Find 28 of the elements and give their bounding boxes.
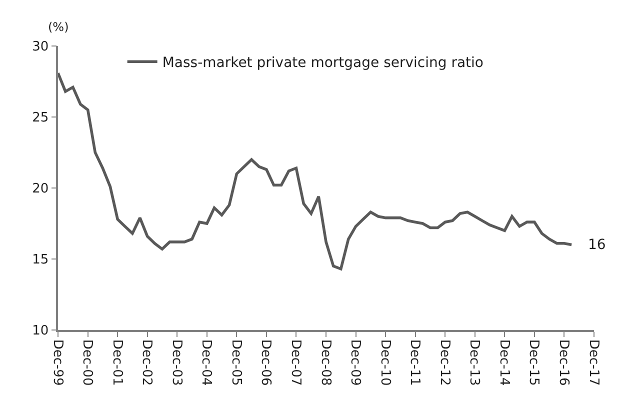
y-axis-title: (%) bbox=[48, 20, 69, 34]
x-tick-label: Dec-10 bbox=[377, 339, 392, 386]
x-tick-label: Dec-17 bbox=[586, 339, 601, 386]
x-tick-label: Dec-16 bbox=[556, 339, 572, 386]
x-tick-label: Dec-07 bbox=[288, 339, 303, 386]
x-tick-label: Dec-01 bbox=[109, 339, 124, 386]
y-tick-label: 30 bbox=[32, 40, 49, 55]
x-tick-label: Dec-00 bbox=[80, 339, 95, 386]
x-tick-label: Dec-08 bbox=[318, 339, 333, 386]
x-tick-label: Dec-05 bbox=[228, 339, 244, 386]
x-tick-label: Dec-14 bbox=[496, 339, 512, 386]
x-tick-label: Dec-02 bbox=[139, 339, 154, 386]
x-tick-label: Dec-09 bbox=[348, 339, 363, 386]
x-tick-label: Dec-04 bbox=[198, 339, 214, 386]
y-tick-label: 15 bbox=[32, 252, 49, 268]
y-tick-label: 10 bbox=[32, 324, 49, 339]
x-tick-label: Dec-15 bbox=[526, 339, 542, 386]
x-tick-label: Dec-11 bbox=[407, 339, 422, 386]
line-series bbox=[58, 72, 573, 270]
annotation: 16 bbox=[588, 237, 606, 253]
x-tick-label: Dec-13 bbox=[466, 339, 482, 386]
y-tick-label: 25 bbox=[32, 110, 49, 126]
x-tick-label: Dec-03 bbox=[168, 339, 184, 386]
x-tick-label: Dec-06 bbox=[258, 339, 274, 386]
x-tick-label: Dec-99 bbox=[50, 339, 65, 386]
y-tick-label: 20 bbox=[32, 182, 49, 197]
x-tick-label: Dec-12 bbox=[436, 339, 452, 386]
legend-label: Mass-market private mortgage servicing ratio bbox=[162, 55, 484, 72]
